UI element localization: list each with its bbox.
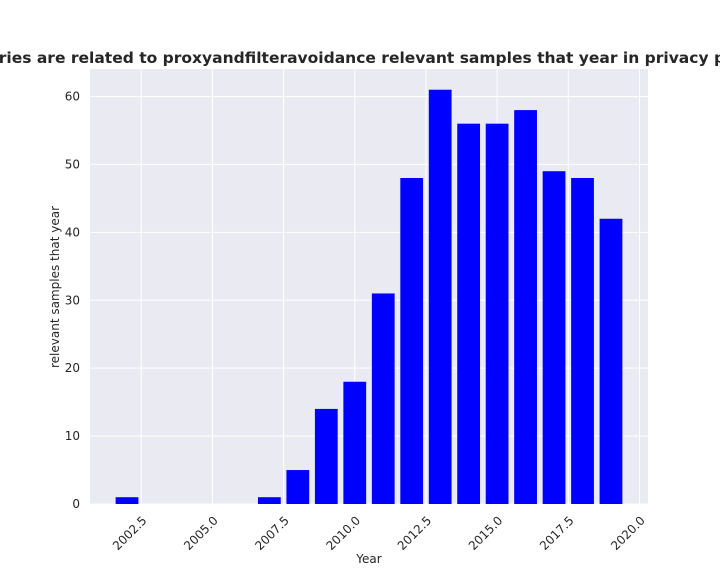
bar-2013 bbox=[428, 89, 452, 504]
x-tick-label: 2012.5 bbox=[395, 513, 435, 553]
bar-2007 bbox=[257, 497, 281, 504]
bar-2009 bbox=[314, 408, 338, 504]
x-tick-label: 2002.5 bbox=[110, 513, 150, 553]
x-tick-label: 2020.0 bbox=[608, 513, 648, 553]
y-tick-label: 50 bbox=[65, 157, 80, 171]
bar-2011 bbox=[371, 293, 395, 504]
bar-2017 bbox=[542, 171, 566, 504]
x-tick-label: 2010.0 bbox=[324, 513, 364, 553]
bar-2008 bbox=[286, 470, 310, 504]
y-tick-label: 20 bbox=[65, 361, 80, 375]
x-tick-label: 2015.0 bbox=[466, 513, 506, 553]
bar-2010 bbox=[343, 381, 367, 504]
chart-title: categories are related to proxyandfilter… bbox=[0, 49, 720, 67]
bar-2018 bbox=[571, 178, 594, 504]
x-axis-label: Year bbox=[355, 552, 381, 566]
x-tick-label: 2017.5 bbox=[537, 513, 577, 553]
y-tick-labels: 0 10 20 30 40 50 60 bbox=[65, 90, 80, 511]
y-tick-label: 0 bbox=[72, 497, 80, 511]
bar-2016 bbox=[514, 110, 537, 504]
bar-2012 bbox=[400, 178, 424, 504]
x-tick-label: 2007.5 bbox=[252, 513, 292, 553]
x-tick-label: 2005.0 bbox=[181, 513, 221, 553]
y-tick-label: 40 bbox=[65, 225, 80, 239]
bar-2002 bbox=[115, 497, 139, 504]
bar-2014 bbox=[457, 123, 481, 505]
x-tick-labels: 2002.5 2005.0 2007.5 2010.0 2012.5 2015.0 2017… bbox=[110, 513, 648, 553]
bar-2015 bbox=[485, 123, 509, 505]
y-tick-label: 30 bbox=[65, 293, 80, 307]
y-axis-label: relevant samples that year bbox=[48, 206, 62, 368]
y-tick-label: 60 bbox=[65, 90, 80, 104]
y-tick-label: 10 bbox=[65, 429, 80, 443]
bars bbox=[115, 89, 623, 505]
bar-2019 bbox=[599, 218, 623, 505]
